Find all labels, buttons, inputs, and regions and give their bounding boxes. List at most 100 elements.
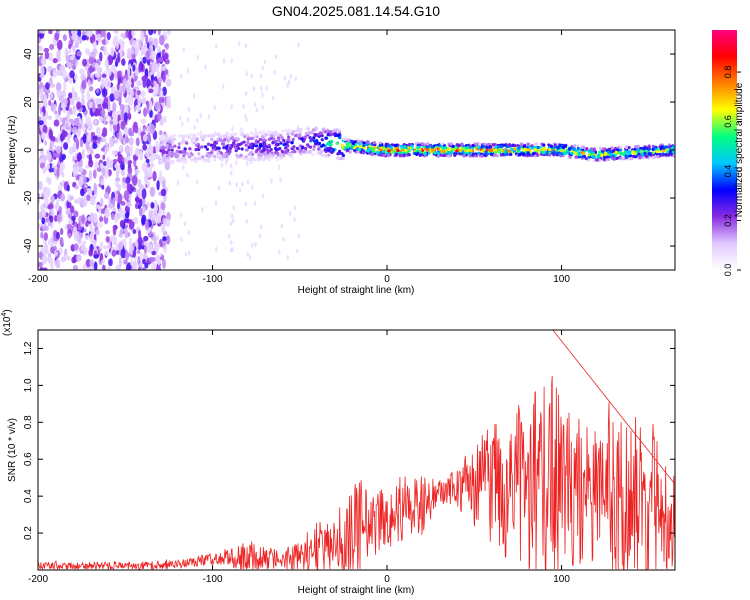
spectrogram-cell xyxy=(127,167,133,174)
spectrogram-cell xyxy=(130,258,134,267)
figure-title: GN04.2025.081.14.54.G10 xyxy=(272,3,440,19)
spectrogram-cell xyxy=(155,264,162,270)
spectrogram-cell xyxy=(386,154,391,158)
spectrogram-cell xyxy=(231,126,234,132)
spectrogram-cell xyxy=(142,144,148,151)
spectrogram-cell xyxy=(123,128,129,135)
spectrogram-cell xyxy=(38,223,42,229)
spectrogram-cell xyxy=(279,141,283,145)
spectrogram-cell xyxy=(312,139,317,143)
spectrogram-cell xyxy=(135,137,140,147)
spectrogram-cell xyxy=(265,85,268,91)
spectrogram-cell xyxy=(382,150,386,154)
spectrogram-cell xyxy=(101,77,105,89)
spectrogram-cell xyxy=(235,182,239,188)
spectrogram-cell xyxy=(40,86,44,97)
spectrogram-cell xyxy=(608,147,612,151)
spectrogram-cell xyxy=(107,102,111,113)
spectrogram-cell xyxy=(87,132,92,143)
spectrogram-cell xyxy=(109,93,115,102)
spectrogram-cell xyxy=(290,132,295,136)
spectrogram-cell xyxy=(111,150,118,156)
spectrogram-cell xyxy=(242,104,245,110)
spectrogram-cell xyxy=(188,250,191,256)
spectrogram-cell xyxy=(128,127,133,136)
spectrogram-cell xyxy=(252,143,256,148)
spectrogram-cell xyxy=(263,152,268,156)
spectrogram-cell xyxy=(128,137,134,146)
spectrogram-cell xyxy=(216,133,220,137)
spectrogram-cell xyxy=(574,151,578,155)
spectrogram-cell xyxy=(284,128,288,133)
spectrogram-cell xyxy=(619,148,623,152)
spectrogram-cell xyxy=(169,137,173,141)
spectrogram-cell xyxy=(66,223,73,231)
spectrogram-cell xyxy=(342,137,346,141)
spectrogram-cell xyxy=(142,56,147,64)
colorbar-tick-label: 0.0 xyxy=(723,264,733,277)
spectrogram-cell xyxy=(449,142,453,146)
spectrogram-cell xyxy=(105,39,109,45)
spectrogram-cell xyxy=(563,144,567,148)
spectrogram-cell xyxy=(379,153,384,157)
spectrogram-cell xyxy=(60,227,64,235)
spectrogram-cell xyxy=(50,102,55,112)
spectrogram-cell xyxy=(251,157,256,161)
spectrogram-cell xyxy=(158,95,165,105)
spectrogram-cell xyxy=(162,154,166,158)
spectrogram-cell xyxy=(120,120,126,130)
spectrogram-cell xyxy=(442,149,446,153)
spectrogram-cell xyxy=(245,71,249,77)
spectrogram-cell xyxy=(235,153,239,157)
spectrogram-cell xyxy=(201,206,204,212)
spectrogram-cell xyxy=(39,162,45,169)
spectrogram-cell xyxy=(114,69,118,78)
spectrogram-cell xyxy=(152,209,158,220)
spectrogram-cell xyxy=(131,174,138,186)
spectrogram-cell xyxy=(149,186,156,197)
spectrogram-cell xyxy=(146,101,150,110)
spectrogram-cell xyxy=(345,148,350,153)
spectrogram-cell xyxy=(81,148,85,160)
spectrogram-cell xyxy=(138,184,144,191)
spectrogram-cell xyxy=(54,215,58,222)
spectrogram-cell xyxy=(141,75,147,82)
spectrogram-cell xyxy=(69,70,75,79)
spectrogram-cell xyxy=(40,30,46,34)
spectrogram-cell xyxy=(77,176,84,187)
spectrogram-cell xyxy=(471,144,475,148)
spectrogram-cell xyxy=(54,251,58,257)
spectrogram-cell xyxy=(270,136,274,140)
spectrogram-cell xyxy=(192,135,196,140)
spectrogram-cell xyxy=(113,30,119,34)
spectrogram-cell xyxy=(80,243,86,252)
spectrogram-cell xyxy=(389,146,393,150)
spectrogram-cell xyxy=(608,155,613,159)
spectrogram-cell xyxy=(271,95,275,101)
spectrogram-cell xyxy=(195,143,199,147)
spectrogram-cell xyxy=(228,180,231,186)
spectrogram-cell xyxy=(103,77,109,87)
spectrogram-cell xyxy=(311,153,315,157)
spectrogram-cell xyxy=(159,130,163,136)
spectrogram-cell xyxy=(136,249,141,254)
spectrogram-cell xyxy=(507,149,512,153)
spectrogram-cell xyxy=(46,163,51,170)
spectrogram-cell xyxy=(180,74,183,80)
spectrogram-cell xyxy=(38,120,44,126)
spectrogram-cell xyxy=(526,152,530,156)
spectrogram-y-tick-label: -40 xyxy=(23,238,34,253)
spectrogram-cell xyxy=(141,119,146,124)
spectrogram-cell xyxy=(124,205,130,214)
spectrogram-cell xyxy=(49,215,54,223)
spectrogram-cell xyxy=(577,151,581,155)
spectrogram-cell xyxy=(132,260,138,270)
spectrogram-cell xyxy=(152,146,157,155)
spectrogram-cell xyxy=(467,143,471,147)
spectrogram-cell xyxy=(576,144,580,148)
spectrogram-x-tick-label: 100 xyxy=(553,274,570,285)
spectrogram-cell xyxy=(156,242,160,249)
spectrogram-cell xyxy=(167,148,171,152)
spectrogram-cell xyxy=(485,145,489,149)
spectrogram-cell xyxy=(446,151,450,155)
